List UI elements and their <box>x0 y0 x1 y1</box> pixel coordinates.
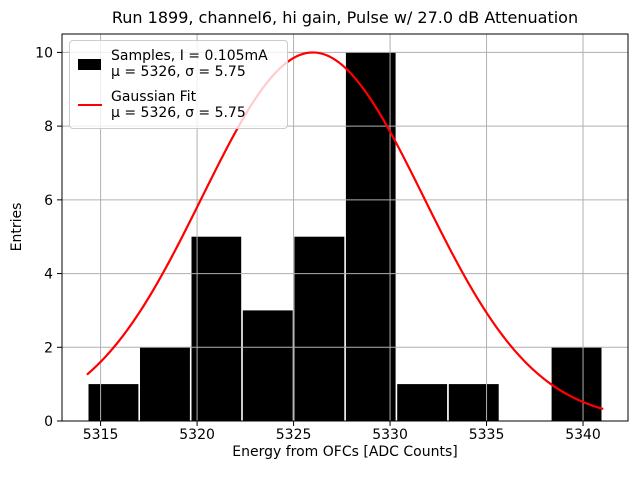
gaussian-fit-swatch-icon <box>78 104 102 106</box>
y-axis-label: Entries <box>9 202 25 252</box>
x-tick-label: 5325 <box>276 427 312 443</box>
y-tick-label: 8 <box>44 119 53 135</box>
legend-label-gaussian-fit: Gaussian Fit μ = 5326, σ = 5.75 <box>111 89 279 121</box>
y-tick-label: 6 <box>44 193 53 209</box>
legend-samples-line2: μ = 5326, σ = 5.75 <box>111 64 246 80</box>
legend-swatch-column <box>78 104 111 106</box>
y-tick-label: 4 <box>44 267 53 283</box>
histogram-bar <box>88 384 139 421</box>
x-tick-label: 5320 <box>179 427 215 443</box>
y-tick-label: 0 <box>44 414 53 430</box>
histogram-bar <box>294 236 345 421</box>
x-tick-label: 5340 <box>565 427 601 443</box>
y-tick-label: 10 <box>35 45 53 61</box>
histogram-bar <box>448 384 499 421</box>
legend-gaussian-line1: Gaussian Fit <box>111 89 197 105</box>
legend-label-samples: Samples, I = 0.105mA μ = 5326, σ = 5.75 <box>111 48 279 80</box>
histogram-bar <box>140 347 190 421</box>
histogram-bar <box>551 347 602 421</box>
histogram-bar <box>397 384 448 421</box>
x-axis-label: Energy from OFCs [ADC Counts] <box>232 444 458 460</box>
gaussian-fit-curve <box>86 51 604 410</box>
histogram-bar <box>191 236 242 421</box>
legend-gaussian-line2: μ = 5326, σ = 5.75 <box>111 105 246 121</box>
histogram-bar <box>242 310 293 421</box>
legend-samples-line1: Samples, I = 0.105mA <box>111 48 268 64</box>
x-tick-label: 5335 <box>469 427 505 443</box>
axes-frame <box>61 33 629 422</box>
legend: Samples, I = 0.105mA μ = 5326, σ = 5.75 … <box>69 40 288 129</box>
legend-item-samples: Samples, I = 0.105mA μ = 5326, σ = 5.75 <box>78 48 279 80</box>
chart-title: Run 1899, channel6, hi gain, Pulse w/ 27… <box>111 8 579 27</box>
legend-item-gaussian-fit: Gaussian Fit μ = 5326, σ = 5.75 <box>78 89 279 121</box>
histogram-bar <box>345 52 396 422</box>
legend-swatch-column <box>78 58 111 70</box>
samples-swatch-icon <box>78 58 101 70</box>
y-tick-label: 2 <box>44 340 53 356</box>
x-tick-label: 5330 <box>372 427 408 443</box>
x-tick-label: 5315 <box>83 427 119 443</box>
